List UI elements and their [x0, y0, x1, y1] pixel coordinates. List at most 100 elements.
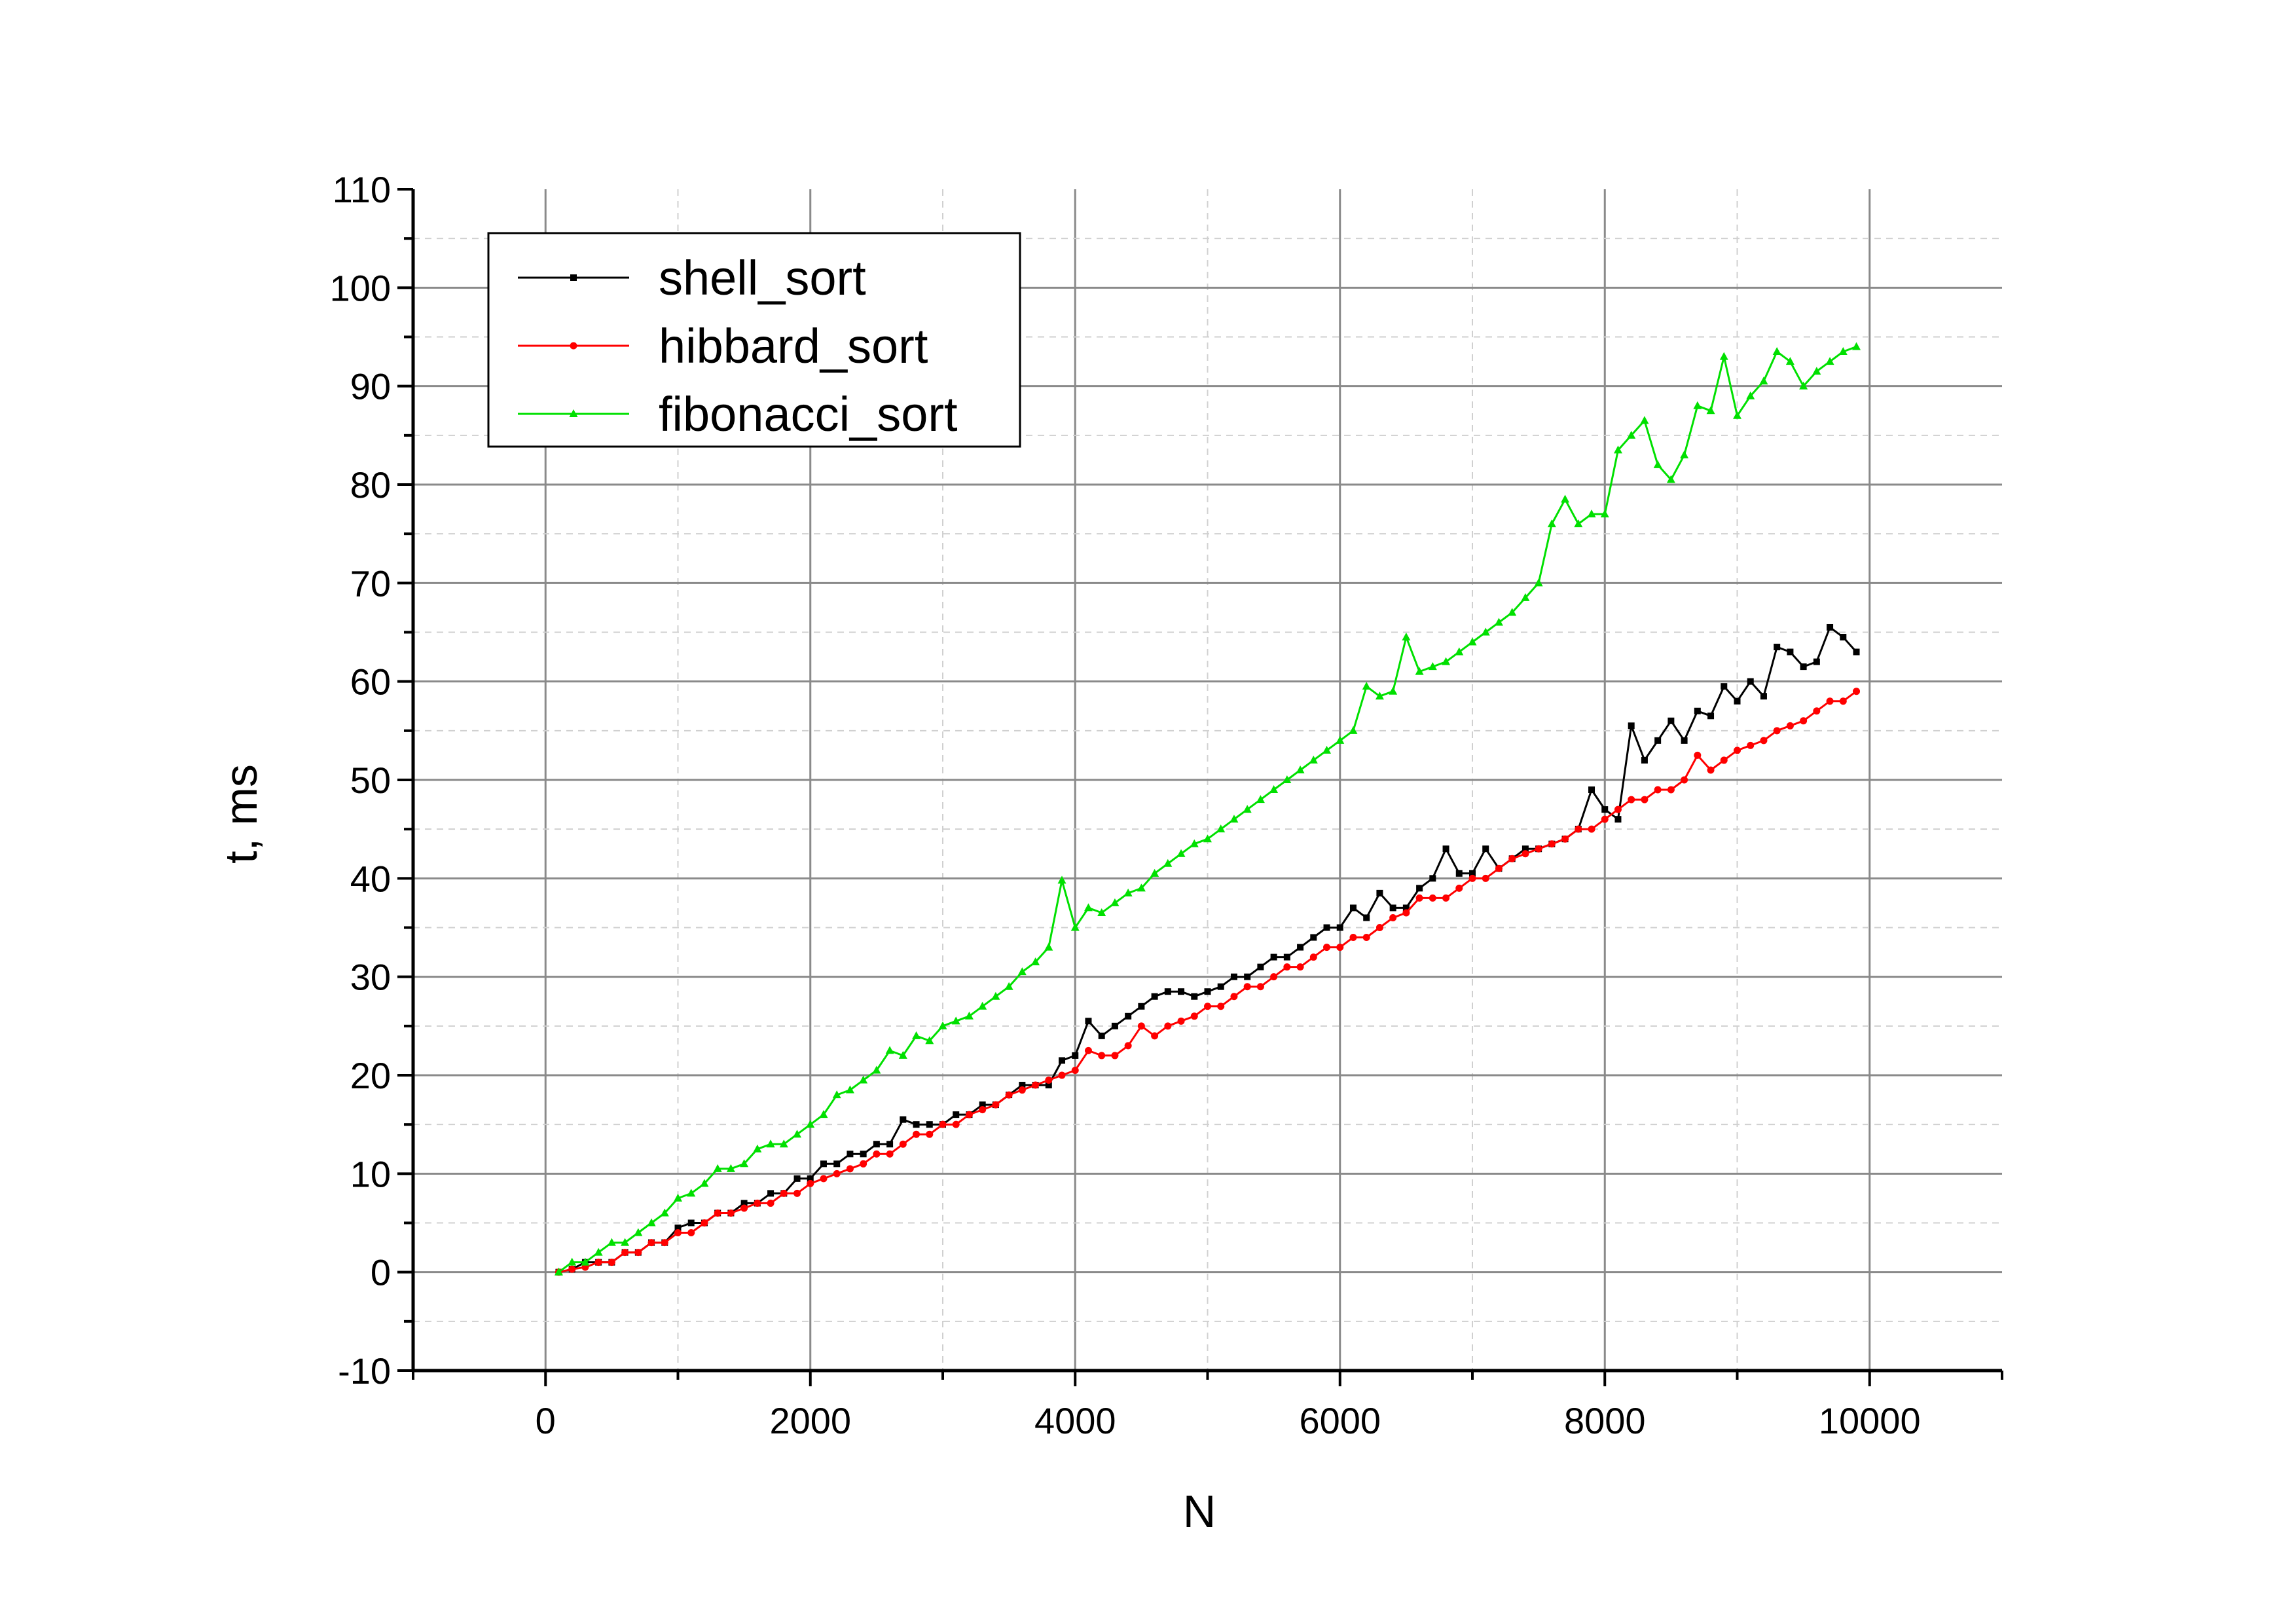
hibbard_sort-point — [926, 1130, 934, 1138]
shell_sort-point — [1389, 904, 1396, 912]
fibonacci_sort-point — [1666, 475, 1675, 483]
hibbard_sort-point — [621, 1249, 629, 1257]
shell_sort-point — [1191, 993, 1198, 1000]
shell_sort-point — [1522, 845, 1529, 853]
fibonacci_sort-point — [687, 1189, 696, 1197]
fibonacci_sort-point — [1759, 377, 1768, 385]
hibbard_sort-point — [1151, 1032, 1159, 1040]
fibonacci_sort-point — [1176, 849, 1186, 857]
legend-shell_sort-label: shell_sort — [659, 251, 866, 305]
shell_sort-point — [1098, 1032, 1105, 1039]
hibbard_sort-point — [1786, 722, 1794, 729]
legend-hibbard_sort-marker — [570, 342, 577, 350]
y-tick-label: 90 — [350, 366, 391, 407]
shell_sort-point — [1204, 988, 1211, 995]
fibonacci_sort-point — [1613, 445, 1622, 454]
shell_sort-point — [1085, 1018, 1092, 1025]
hibbard_sort-point — [740, 1204, 748, 1212]
hibbard_sort-point — [1415, 894, 1423, 902]
fibonacci_sort-point — [594, 1247, 603, 1256]
shell_sort-point — [900, 1116, 907, 1123]
shell_sort-point — [1601, 806, 1609, 813]
fibonacci_sort-point — [1203, 834, 1212, 843]
y-tick-label: 40 — [350, 858, 391, 899]
fibonacci_sort-point — [1455, 647, 1464, 655]
y-tick-label: 50 — [350, 760, 391, 801]
shell_sort-point — [1111, 1022, 1118, 1029]
hibbard_sort-point — [1137, 1022, 1145, 1030]
hibbard_sort-point — [1084, 1046, 1092, 1054]
shell_sort-point — [1429, 875, 1436, 882]
hibbard_sort-point — [1628, 796, 1635, 803]
hibbard_sort-point — [647, 1239, 655, 1247]
shell_sort-point — [833, 1160, 841, 1168]
fibonacci_sort-point — [1336, 735, 1345, 744]
x-tick-label: 8000 — [1564, 1400, 1646, 1441]
shell_sort-point — [1310, 934, 1317, 941]
hibbard_sort-point — [1204, 1003, 1211, 1010]
hibbard_sort-point — [1256, 983, 1264, 991]
y-tick-label: 70 — [350, 563, 391, 604]
x-tick-label: 2000 — [769, 1400, 851, 1441]
shell_sort-point — [1244, 973, 1251, 980]
shell_sort-point — [1402, 904, 1410, 912]
fibonacci_sort-point — [647, 1218, 656, 1227]
y-tick-label: 110 — [333, 169, 391, 210]
shell_sort-point — [1654, 737, 1662, 744]
shell_sort-point — [1840, 634, 1847, 641]
fibonacci_sort-point — [1481, 627, 1490, 636]
hibbard_sort-point — [1362, 934, 1370, 942]
legend-shell_sort-marker — [570, 274, 577, 281]
fibonacci_sort-point — [1468, 637, 1477, 646]
hibbard_sort-point — [1376, 924, 1383, 931]
fibonacci_sort-point — [1084, 903, 1093, 912]
hibbard_sort-point — [1482, 874, 1489, 882]
fibonacci_sort-point — [1640, 416, 1649, 424]
shell_sort-point — [913, 1121, 920, 1128]
fibonacci_sort-point — [713, 1164, 722, 1172]
shell_sort-point — [1297, 944, 1304, 951]
hibbard_sort-point — [1468, 874, 1476, 882]
shell_sort-point — [1813, 658, 1820, 665]
fibonacci_sort-point — [832, 1090, 841, 1099]
fibonacci_sort-point — [1402, 633, 1411, 641]
fibonacci_sort-point — [912, 1031, 921, 1039]
hibbard_sort-point — [1217, 1003, 1225, 1010]
hibbard_sort-point — [952, 1120, 960, 1128]
fibonacci_sort-point — [1825, 357, 1834, 365]
hibbard_sort-point — [1707, 766, 1715, 774]
y-tick-label: 0 — [371, 1252, 391, 1293]
shell_sort-point — [767, 1190, 774, 1197]
shell_sort-point — [687, 1219, 695, 1227]
fibonacci_sort-point — [1269, 785, 1279, 794]
shell_sort-point — [1283, 953, 1290, 961]
hibbard_sort-point — [1005, 1091, 1013, 1099]
fibonacci_sort-point — [1230, 815, 1239, 823]
shell_sort-point — [1747, 678, 1754, 685]
hibbard_sort-point — [1429, 894, 1436, 902]
fibonacci_sort-point — [607, 1238, 616, 1246]
fibonacci_sort-point — [1110, 898, 1120, 906]
fibonacci_sort-point — [885, 1046, 894, 1054]
shell_sort-point — [1455, 870, 1463, 877]
fibonacci_sort-point — [554, 1267, 563, 1276]
fibonacci_sort-point — [1375, 692, 1384, 700]
fibonacci_sort-point — [951, 1016, 960, 1025]
hibbard_sort-point — [1773, 727, 1781, 735]
fibonacci_sort-point — [1389, 686, 1398, 695]
hibbard_sort-point — [1734, 747, 1741, 754]
hibbard_sort-point — [873, 1150, 881, 1158]
fibonacci_sort-point — [1534, 578, 1543, 587]
fibonacci_sort-point — [1653, 460, 1662, 468]
fibonacci_sort-point — [1852, 342, 1861, 350]
hibbard_sort-point — [886, 1150, 894, 1158]
fibonacci_sort-point — [766, 1139, 775, 1148]
fibonacci_sort-point — [1415, 667, 1424, 675]
hibbard_sort-point — [1641, 796, 1649, 803]
fibonacci_sort-point — [1772, 347, 1781, 356]
fibonacci_sort-point — [819, 1110, 828, 1118]
hibbard_sort-point — [939, 1120, 947, 1128]
y-tick-label: 30 — [350, 957, 391, 998]
fibonacci_sort-point — [1561, 494, 1570, 503]
fibonacci_sort-point — [1150, 868, 1159, 877]
